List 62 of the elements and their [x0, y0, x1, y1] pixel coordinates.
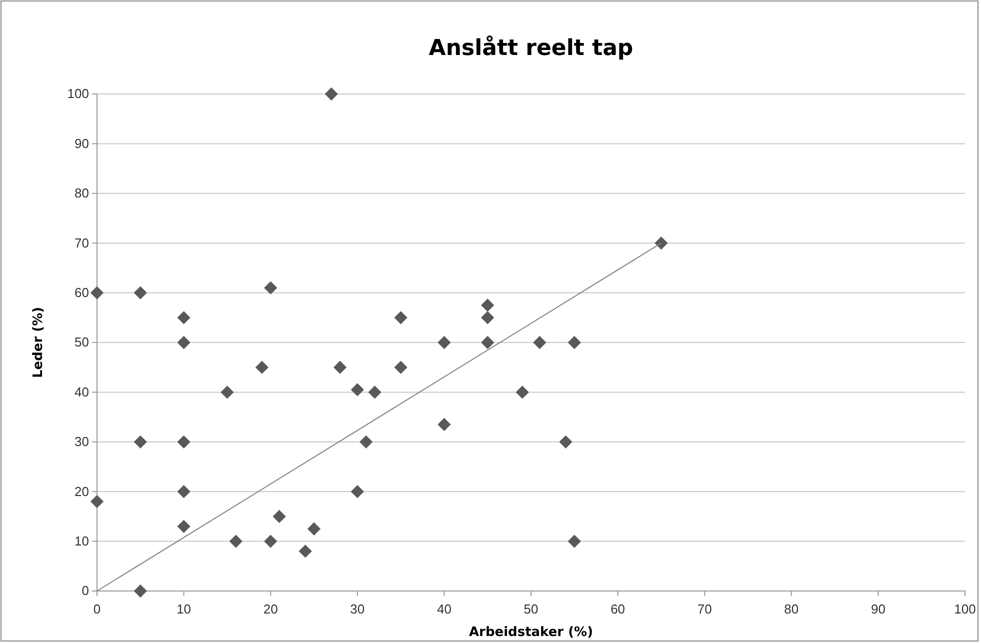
point: [229, 534, 242, 548]
point: [220, 386, 234, 399]
x-tick-label: 30: [350, 601, 365, 616]
point: [177, 435, 190, 448]
point: [324, 87, 338, 101]
y-tick-label: 40: [74, 384, 89, 400]
y-tick-label: 60: [74, 284, 89, 300]
x-tick-label: 90: [870, 601, 886, 616]
point: [568, 534, 581, 548]
point: [333, 360, 347, 374]
y-tick-label: 30: [74, 434, 89, 450]
point: [272, 510, 286, 524]
x-axis-title: Arbeidstaker (%): [468, 625, 594, 640]
point: [394, 360, 408, 374]
point: [264, 534, 278, 548]
point: [438, 418, 451, 432]
point: [360, 435, 373, 448]
point: [559, 435, 572, 448]
point: [350, 383, 364, 396]
point: [350, 485, 364, 498]
x-tick-label: 80: [784, 601, 799, 616]
point: [255, 360, 268, 374]
point: [177, 336, 190, 350]
y-tick-label: 0: [82, 583, 89, 598]
x-tick-label: 0: [93, 601, 101, 616]
y-axis-title: Leder (%): [31, 306, 46, 378]
point: [298, 544, 312, 558]
x-tick-label: 60: [610, 601, 626, 616]
point: [177, 311, 190, 324]
y-tick-label: 80: [74, 186, 89, 201]
x-tick-label: 50: [524, 601, 538, 616]
point: [90, 494, 104, 508]
y-tick-label: 50: [74, 334, 89, 350]
y-tick-label: 10: [74, 533, 89, 548]
point: [264, 281, 278, 294]
point: [307, 522, 321, 536]
x-tick-label: 100: [954, 601, 976, 616]
point: [568, 336, 581, 350]
point: [481, 336, 494, 350]
point: [177, 520, 190, 533]
x-tick-label: 40: [436, 601, 452, 616]
point: [90, 286, 104, 300]
point: [533, 336, 546, 350]
x-tick-label: 70: [697, 601, 712, 616]
point: [134, 435, 147, 448]
point: [134, 286, 147, 300]
x-tick-label: 10: [176, 601, 192, 616]
y-tick-label: 90: [74, 136, 89, 151]
point: [394, 311, 408, 324]
point: [516, 386, 529, 399]
point: [368, 386, 382, 399]
y-tick-label: 70: [74, 235, 89, 250]
y-tick-label: 100: [67, 86, 89, 102]
point: [177, 485, 190, 498]
point: [481, 311, 494, 324]
point: [438, 336, 451, 350]
x-tick-label: 20: [263, 601, 278, 616]
point: [134, 584, 147, 598]
point: [654, 236, 668, 250]
chart-title: Anslått reelt tap: [428, 35, 634, 61]
point: [481, 298, 494, 312]
y-tick-label: 20: [74, 484, 89, 499]
